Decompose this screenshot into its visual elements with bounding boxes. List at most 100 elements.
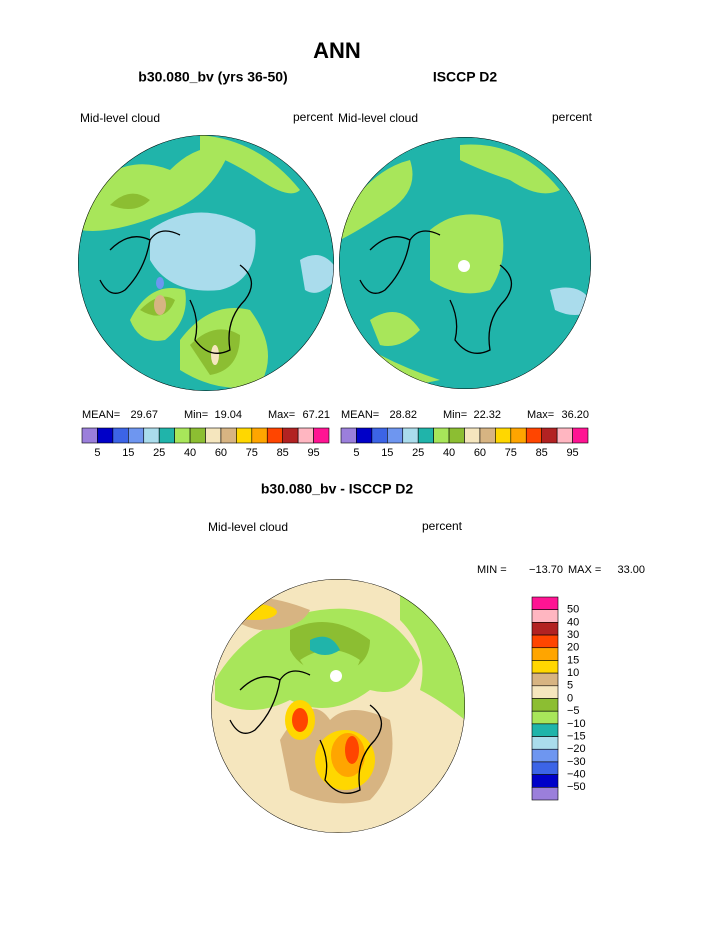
map-difference	[211, 579, 465, 833]
stat-value: 36.20	[561, 409, 589, 421]
colorbar-box	[158, 427, 175, 444]
colorbar-box	[531, 622, 559, 636]
colorbar-box	[531, 647, 559, 661]
stat-value: 33.00	[617, 564, 645, 576]
stat-value: −13.70	[529, 564, 563, 576]
colorbar-box	[531, 710, 559, 725]
colorbar-box	[464, 427, 481, 444]
colorbar-label: 95	[307, 447, 319, 459]
colorbar-label: 0	[567, 692, 573, 704]
colorbar-label: −20	[567, 743, 586, 755]
colorbar-label: 20	[567, 642, 579, 654]
colorbar-box	[251, 427, 268, 444]
colorbar-box	[236, 427, 253, 444]
colorbar-label: 40	[567, 616, 579, 628]
colorbar-label: 5	[567, 680, 573, 692]
colorbar-label: 10	[567, 667, 579, 679]
colorbar-box	[531, 660, 559, 674]
left-label: Mid-level cloud	[338, 111, 418, 125]
colorbar-box	[556, 427, 573, 444]
colorbar-box	[531, 698, 559, 712]
colorbar-label: 15	[567, 654, 579, 666]
colorbar-label: 25	[412, 447, 424, 459]
colorbar-box	[220, 427, 237, 444]
colorbar-label: 30	[567, 629, 579, 641]
colorbar-box	[174, 427, 191, 444]
colorbar-box	[495, 427, 512, 444]
colorbar-box	[531, 748, 559, 763]
colorbar-label: 40	[443, 447, 455, 459]
colorbar-box	[112, 427, 129, 444]
stat-label: MIN =	[477, 564, 507, 576]
colorbar-label: 40	[184, 447, 196, 459]
map-observed	[339, 137, 591, 389]
right-label: percent	[422, 519, 463, 533]
colorbar-label: 50	[567, 604, 579, 616]
colorbar-box	[417, 427, 434, 444]
stat-label: Max=	[268, 409, 295, 421]
colorbar-label: 60	[215, 447, 227, 459]
colorbar-box	[531, 634, 559, 649]
colorbar-box	[531, 736, 559, 750]
colorbar-label: 60	[474, 447, 486, 459]
colorbar-box	[433, 427, 450, 444]
colorbar-box	[531, 787, 559, 801]
colorbar-box	[356, 427, 373, 444]
colorbar-box	[189, 427, 206, 444]
right-label: percent	[293, 110, 334, 124]
panel-title: b30.080_bv - ISCCP D2	[261, 481, 413, 497]
colorbar-label: 75	[246, 447, 258, 459]
colorbar-box	[531, 723, 559, 737]
colorbar-box	[510, 427, 527, 444]
stat-value: 28.82	[389, 409, 417, 421]
colorbar-label: −40	[567, 769, 586, 781]
stat-label: MEAN=	[341, 409, 379, 421]
colorbar-box	[531, 761, 559, 775]
colorbar-label: 95	[566, 447, 578, 459]
colorbar-box	[282, 427, 299, 444]
figure-title: ANN	[313, 38, 361, 63]
colorbar-box	[205, 427, 222, 444]
colorbar-label: 75	[505, 447, 517, 459]
colorbar-box	[448, 427, 465, 444]
stat-label: Min=	[184, 409, 208, 421]
stat-label: MAX =	[568, 564, 601, 576]
colorbar-label: −10	[567, 718, 586, 730]
stat-value: 67.21	[302, 409, 330, 421]
colorbar-label: −50	[567, 781, 586, 793]
left-label: Mid-level cloud	[208, 520, 288, 534]
colorbar-box	[340, 427, 357, 444]
stat-label: Max=	[527, 409, 554, 421]
panel-title: ISCCP D2	[433, 69, 498, 85]
colorbar-label: −5	[567, 705, 580, 717]
stat-value: 22.32	[473, 409, 501, 421]
colorbar-label: 5	[353, 447, 359, 459]
colorbar-box	[531, 774, 559, 788]
colorbar-box	[525, 427, 542, 444]
colorbar-label: 15	[381, 447, 393, 459]
colorbar-label: 25	[153, 447, 165, 459]
colorbar-label: 85	[277, 447, 289, 459]
colorbar-box	[531, 596, 559, 610]
colorbar-box	[266, 427, 283, 444]
colorbar-box	[297, 427, 314, 444]
colorbar-box	[97, 427, 114, 444]
colorbar-box	[128, 427, 145, 444]
stat-value: 19.04	[214, 409, 242, 421]
colorbar-box	[371, 427, 388, 444]
colorbar-label: 5	[94, 447, 100, 459]
colorbar-box	[531, 609, 559, 623]
stat-label: MEAN=	[82, 409, 120, 421]
colorbar-box	[531, 672, 559, 687]
colorbar-label: −15	[567, 730, 586, 742]
colorbar-box	[572, 427, 589, 444]
colorbar-box	[479, 427, 496, 444]
colorbar-label: −30	[567, 756, 586, 768]
colorbar-box	[81, 427, 98, 444]
colorbar-box	[541, 427, 558, 444]
stat-value: 29.67	[130, 409, 158, 421]
colorbar-box	[387, 427, 404, 444]
right-label: percent	[552, 110, 593, 124]
stat-label: Min=	[443, 409, 467, 421]
